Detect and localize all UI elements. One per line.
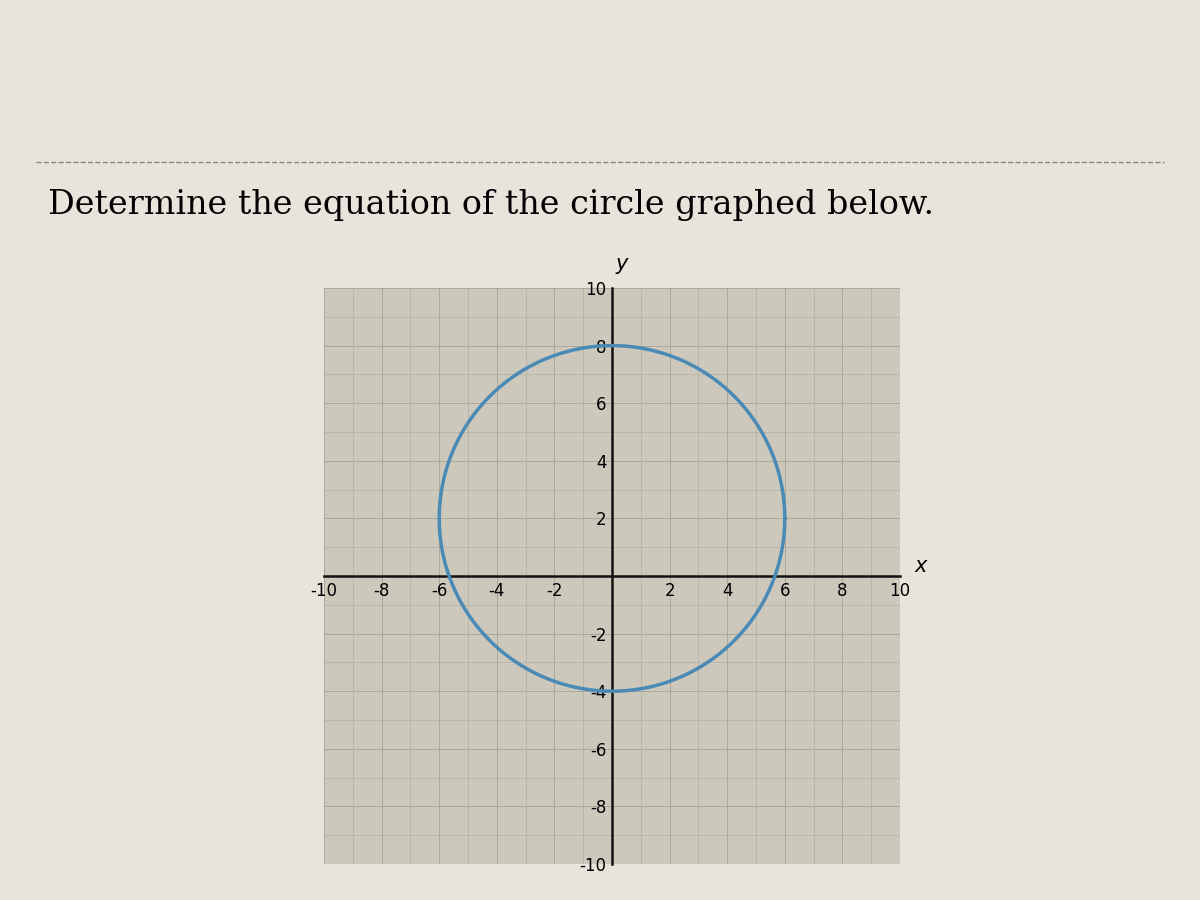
Text: Determine the equation of the circle graphed below.: Determine the equation of the circle gra…: [48, 189, 934, 221]
Text: y: y: [616, 254, 629, 274]
Text: x: x: [914, 556, 926, 576]
